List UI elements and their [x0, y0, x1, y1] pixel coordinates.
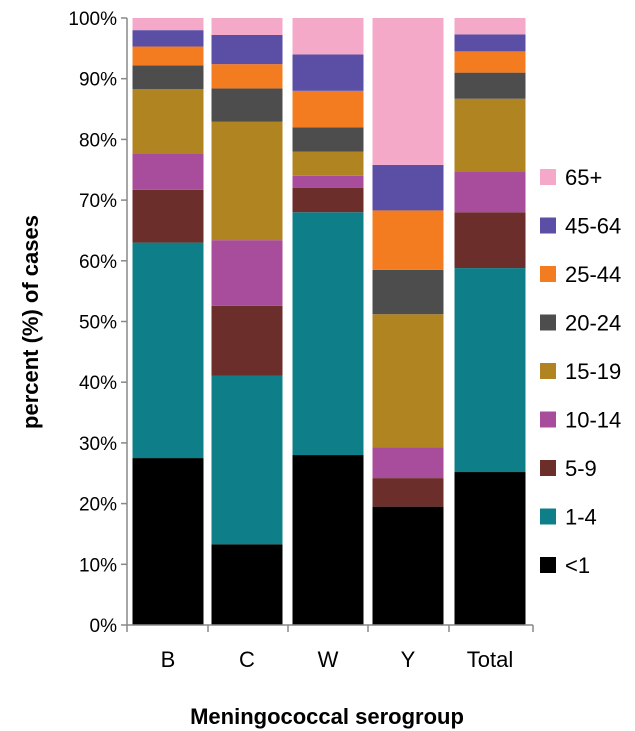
bar-segment-total-65- — [454, 18, 526, 35]
bar-segment-b-15-19 — [132, 89, 204, 154]
y-tick-label: 40% — [79, 373, 117, 394]
y-tick-label: 90% — [79, 70, 117, 91]
y-tick-label: 0% — [90, 616, 118, 637]
bar-segment-c-15-19 — [211, 121, 283, 241]
bar-segment-total-15-19 — [454, 98, 526, 172]
legend: 65+ 45-64 25-44 20-24 15-19 10-14 5-9 1-4 <1 — [540, 165, 621, 578]
bar-segment-c-45-64 — [211, 34, 283, 65]
bar-segment-b-20-24 — [132, 65, 204, 90]
bar-segment-w-65- — [292, 18, 364, 55]
bar-segment-total-25-44 — [454, 51, 526, 73]
bar-segment-y-10-14 — [372, 447, 444, 479]
x-tick-label: B — [161, 647, 176, 672]
bar-segment-total-10-14 — [454, 171, 526, 213]
bar-segment-b-5-9 — [132, 189, 204, 243]
bar-segment-c-20-24 — [211, 88, 283, 122]
y-tick-label: 100% — [68, 9, 117, 30]
legend-swatch — [540, 217, 556, 234]
bar-segment-w-15-19 — [292, 151, 364, 176]
bar-segment-y-20-24 — [372, 269, 444, 315]
bar-segment-y-5-9 — [372, 478, 444, 507]
x-tick-label: C — [239, 647, 255, 672]
bar-segment-total-20-24 — [454, 72, 526, 99]
bar-segment-b-45-64 — [132, 30, 204, 47]
bar-segment-w--1 — [292, 455, 364, 625]
bar-segment-b-25-44 — [132, 46, 204, 66]
bar-segment-total-45-64 — [454, 34, 526, 52]
legend-label: 45-64 — [565, 214, 621, 239]
bar-segment-w-1-4 — [292, 212, 364, 456]
bar-segment-y-15-19 — [372, 314, 444, 448]
legend-swatch — [540, 169, 556, 185]
legend-swatch — [540, 460, 556, 476]
bar-segment-c-1-4 — [211, 375, 283, 545]
bar-segment-w-25-44 — [292, 90, 364, 128]
bar-segment-y-65- — [372, 18, 444, 165]
legend-swatch — [540, 411, 556, 428]
legend-label: 25-44 — [565, 262, 621, 287]
bar-segment-c--1 — [211, 544, 283, 625]
y-tick-label: 60% — [79, 252, 117, 273]
bar-segment-w-5-9 — [292, 187, 364, 213]
x-tick-label: Total — [467, 647, 513, 672]
x-tick-label: Y — [401, 647, 416, 672]
bar-segment-total-1-4 — [454, 268, 526, 473]
legend-swatch — [540, 557, 556, 573]
y-axis-title: percent (%) of cases — [18, 215, 43, 429]
bar-segment-c-5-9 — [211, 305, 283, 376]
legend-label: 5-9 — [565, 456, 597, 481]
legend-label: 65+ — [565, 165, 602, 190]
y-tick-label: 20% — [79, 495, 117, 516]
bar-segment-y-25-44 — [372, 210, 444, 270]
y-tick-label: 70% — [79, 191, 117, 212]
x-tick-label: W — [318, 647, 339, 672]
bar-segment-b-10-14 — [132, 153, 204, 190]
legend-swatch — [540, 508, 556, 525]
bar-segment-b--1 — [132, 458, 204, 625]
bar-segment-y-45-64 — [372, 164, 444, 211]
legend-label: 1-4 — [565, 505, 597, 530]
bar-segment-total-5-9 — [454, 212, 526, 269]
y-tick-label: 80% — [79, 130, 117, 151]
bar-segment-w-45-64 — [292, 54, 364, 91]
bar-segment-total--1 — [454, 472, 526, 625]
bar-segment-w-10-14 — [292, 175, 364, 188]
legend-label: <1 — [565, 553, 590, 578]
axis-layer: 0% 10% 20% 30% 40% 50% 60% 70% 80% 90% 100% B C W Y Tot… — [68, 9, 534, 672]
bar-segment-c-65- — [211, 18, 283, 35]
bar-segment-b-65- — [132, 18, 204, 31]
legend-swatch — [540, 363, 556, 379]
y-tick-label: 50% — [79, 313, 117, 334]
y-tick-label: 10% — [79, 555, 117, 576]
bars-layer — [132, 18, 526, 625]
legend-swatch — [540, 314, 556, 331]
bar-segment-c-25-44 — [211, 64, 283, 89]
x-axis-title: Meningococcal serogroup — [190, 704, 464, 729]
bar-segment-c-10-14 — [211, 240, 283, 306]
y-tick-label: 30% — [79, 434, 117, 455]
legend-swatch — [540, 266, 556, 282]
bar-segment-b-1-4 — [132, 242, 204, 459]
bar-segment-y--1 — [372, 506, 444, 625]
bar-segment-w-20-24 — [292, 127, 364, 152]
legend-label: 15-19 — [565, 359, 621, 384]
legend-label: 20-24 — [565, 311, 621, 336]
legend-label: 10-14 — [565, 408, 621, 433]
